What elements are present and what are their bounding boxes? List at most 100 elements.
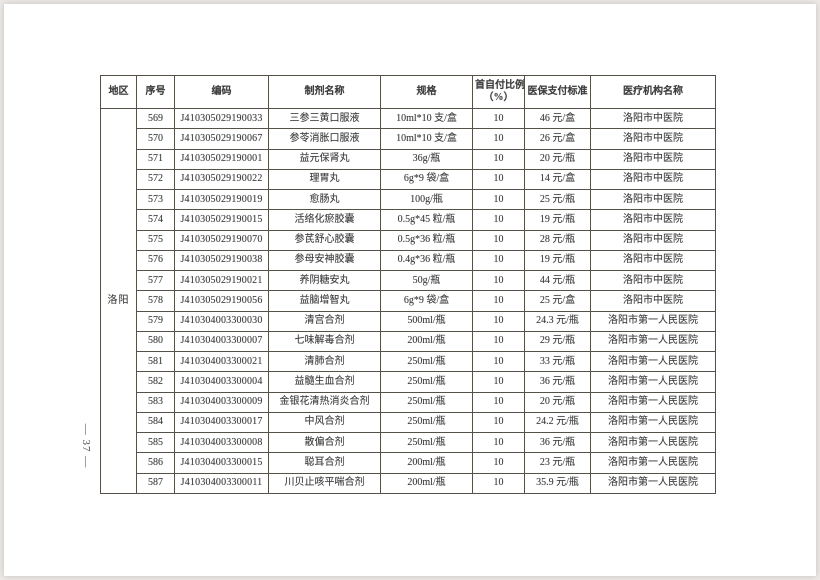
cell-preparation-name: 清宫合剂 <box>268 310 381 332</box>
cell-institution-name: 洛阳市第一人民医院 <box>590 411 716 434</box>
cell-preparation-name: 中风合剂 <box>268 411 381 434</box>
cell-code: J410304003300011 <box>174 472 269 494</box>
cell-spec: 10ml*10 支/盒 <box>380 107 473 130</box>
cell-self-pay-ratio: 10 <box>472 310 525 332</box>
cell-payment-standard: 28 元/瓶 <box>524 229 591 251</box>
cell-payment-standard: 33 元/瓶 <box>524 350 591 373</box>
cell-spec: 6g*9 袋/盒 <box>380 290 473 312</box>
cell-institution-name: 洛阳市中医院 <box>590 249 716 272</box>
header-self-pay-ratio-line1: 首自付比例 <box>475 80 525 91</box>
cell-institution-name: 洛阳市第一人民医院 <box>590 452 716 474</box>
cell-payment-standard: 44 元/瓶 <box>524 269 591 292</box>
table-row: 585 J410304003300008 散偏合剂 250ml/瓶 10 36 元/瓶 洛阳… <box>101 431 716 454</box>
cell-code: J410304003300015 <box>174 452 269 474</box>
cell-code: J410305029190070 <box>174 229 269 251</box>
table-row: 587 J410304003300011 川贝止咳平喘合剂 200ml/瓶 10 35.9… <box>101 472 716 494</box>
cell-payment-standard: 36 元/瓶 <box>524 431 591 454</box>
cell-preparation-name: 金银花清热消炎合剂 <box>268 391 381 413</box>
cell-code: J410305029190021 <box>174 269 269 292</box>
cell-self-pay-ratio: 10 <box>472 107 525 130</box>
header-spec: 规格 <box>380 75 473 109</box>
cell-payment-standard: 46 元/盒 <box>524 107 591 130</box>
header-preparation-name: 制剂名称 <box>268 75 381 109</box>
cell-self-pay-ratio: 10 <box>472 411 525 434</box>
cell-payment-standard: 29 元/瓶 <box>524 330 591 353</box>
cell-serial: 573 <box>136 188 175 211</box>
cell-self-pay-ratio: 10 <box>472 249 525 272</box>
cell-code: J410305029190022 <box>174 168 269 191</box>
cell-spec: 0.5g*45 粒/瓶 <box>380 209 473 231</box>
cell-preparation-name: 参母安神胶囊 <box>268 249 381 272</box>
cell-self-pay-ratio: 10 <box>472 371 525 393</box>
cell-serial: 584 <box>136 411 175 434</box>
cell-code: J410304003300008 <box>174 431 269 454</box>
cell-spec: 100g/瓶 <box>380 188 473 211</box>
table-row: 571 J410305029190001 益元保肾丸 36g/瓶 10 20 元/瓶 洛阳市… <box>101 148 716 170</box>
table-row: 580 J410304003300007 七味解毒合剂 200ml/瓶 10 29 元/瓶… <box>101 330 716 353</box>
cell-serial: 583 <box>136 391 175 413</box>
cell-preparation-name: 养阴糖安丸 <box>268 269 381 292</box>
cell-preparation-name: 参芪舒心胶囊 <box>268 229 381 251</box>
cell-self-pay-ratio: 10 <box>472 168 525 191</box>
cell-spec: 36g/瓶 <box>380 148 473 170</box>
cell-payment-standard: 24.2 元/瓶 <box>524 411 591 434</box>
cell-preparation-name: 理胃丸 <box>268 168 381 191</box>
cell-institution-name: 洛阳市中医院 <box>590 290 716 312</box>
header-payment-standard: 医保支付标准 <box>524 75 591 109</box>
cell-serial: 572 <box>136 168 175 191</box>
cell-payment-standard: 25 元/盒 <box>524 290 591 312</box>
cell-payment-standard: 26 元/盒 <box>524 128 591 150</box>
cell-payment-standard: 36 元/瓶 <box>524 371 591 393</box>
header-self-pay-ratio: 首自付比例 （%） <box>472 75 525 109</box>
cell-institution-name: 洛阳市中医院 <box>590 209 716 231</box>
cell-self-pay-ratio: 10 <box>472 472 525 494</box>
cell-serial: 585 <box>136 431 175 454</box>
cell-institution-name: 洛阳市第一人民医院 <box>590 310 716 332</box>
cell-payment-standard: 35.9 元/瓶 <box>524 472 591 494</box>
header-self-pay-ratio-line2: （%） <box>483 92 514 103</box>
cell-preparation-name: 七味解毒合剂 <box>268 330 381 353</box>
table-row: 579 J410304003300030 清宫合剂 500ml/瓶 10 24.3 元/瓶… <box>101 310 716 332</box>
table-row: 583 J410304003300009 金银花清热消炎合剂 250ml/瓶 10 20 … <box>101 391 716 413</box>
cell-code: J410305029190019 <box>174 188 269 211</box>
cell-institution-name: 洛阳市中医院 <box>590 269 716 292</box>
cell-spec: 50g/瓶 <box>380 269 473 292</box>
table-row: 572 J410305029190022 理胃丸 6g*9 袋/盒 10 14 元/盒 洛阳… <box>101 168 716 191</box>
cell-preparation-name: 散偏合剂 <box>268 431 381 454</box>
cell-institution-name: 洛阳市第一人民医院 <box>590 330 716 353</box>
header-serial: 序号 <box>136 75 175 109</box>
cell-preparation-name: 愈肠丸 <box>268 188 381 211</box>
cell-institution-name: 洛阳市中医院 <box>590 148 716 170</box>
cell-payment-standard: 19 元/瓶 <box>524 209 591 231</box>
cell-institution-name: 洛阳市中医院 <box>590 229 716 251</box>
cell-institution-name: 洛阳市第一人民医院 <box>590 431 716 454</box>
cell-serial: 581 <box>136 350 175 373</box>
cell-payment-standard: 25 元/瓶 <box>524 188 591 211</box>
cell-institution-name: 洛阳市第一人民医院 <box>590 472 716 494</box>
cell-self-pay-ratio: 10 <box>472 452 525 474</box>
cell-institution-name: 洛阳市第一人民医院 <box>590 391 716 413</box>
cell-institution-name: 洛阳市中医院 <box>590 128 716 150</box>
cell-spec: 250ml/瓶 <box>380 350 473 373</box>
cell-self-pay-ratio: 10 <box>472 350 525 373</box>
cell-preparation-name: 清肺合剂 <box>268 350 381 373</box>
cell-code: J410305029190067 <box>174 128 269 150</box>
cell-spec: 250ml/瓶 <box>380 391 473 413</box>
cell-code: J410304003300021 <box>174 350 269 373</box>
cell-self-pay-ratio: 10 <box>472 209 525 231</box>
cell-code: J410305029190015 <box>174 209 269 231</box>
cell-institution-name: 洛阳市中医院 <box>590 168 716 191</box>
cell-institution-name: 洛阳市中医院 <box>590 107 716 130</box>
cell-preparation-name: 益元保肾丸 <box>268 148 381 170</box>
cell-spec: 200ml/瓶 <box>380 472 473 494</box>
table-row: 576 J410305029190038 参母安神胶囊 0.4g*36 粒/瓶 10 19… <box>101 249 716 272</box>
cell-payment-standard: 24.3 元/瓶 <box>524 310 591 332</box>
cell-self-pay-ratio: 10 <box>472 148 525 170</box>
cell-serial: 570 <box>136 128 175 150</box>
table-row: 574 J410305029190015 活络化瘀胶囊 0.5g*45 粒/瓶 10 19… <box>101 209 716 231</box>
cell-serial: 576 <box>136 249 175 272</box>
cell-spec: 6g*9 袋/盒 <box>380 168 473 191</box>
document-page: — 37 — 地区 序号 编码 制剂名称 规格 首自付比例 （%） <box>4 4 816 576</box>
cell-institution-name: 洛阳市第一人民医院 <box>590 371 716 393</box>
header-institution-name: 医疗机构名称 <box>590 75 716 109</box>
